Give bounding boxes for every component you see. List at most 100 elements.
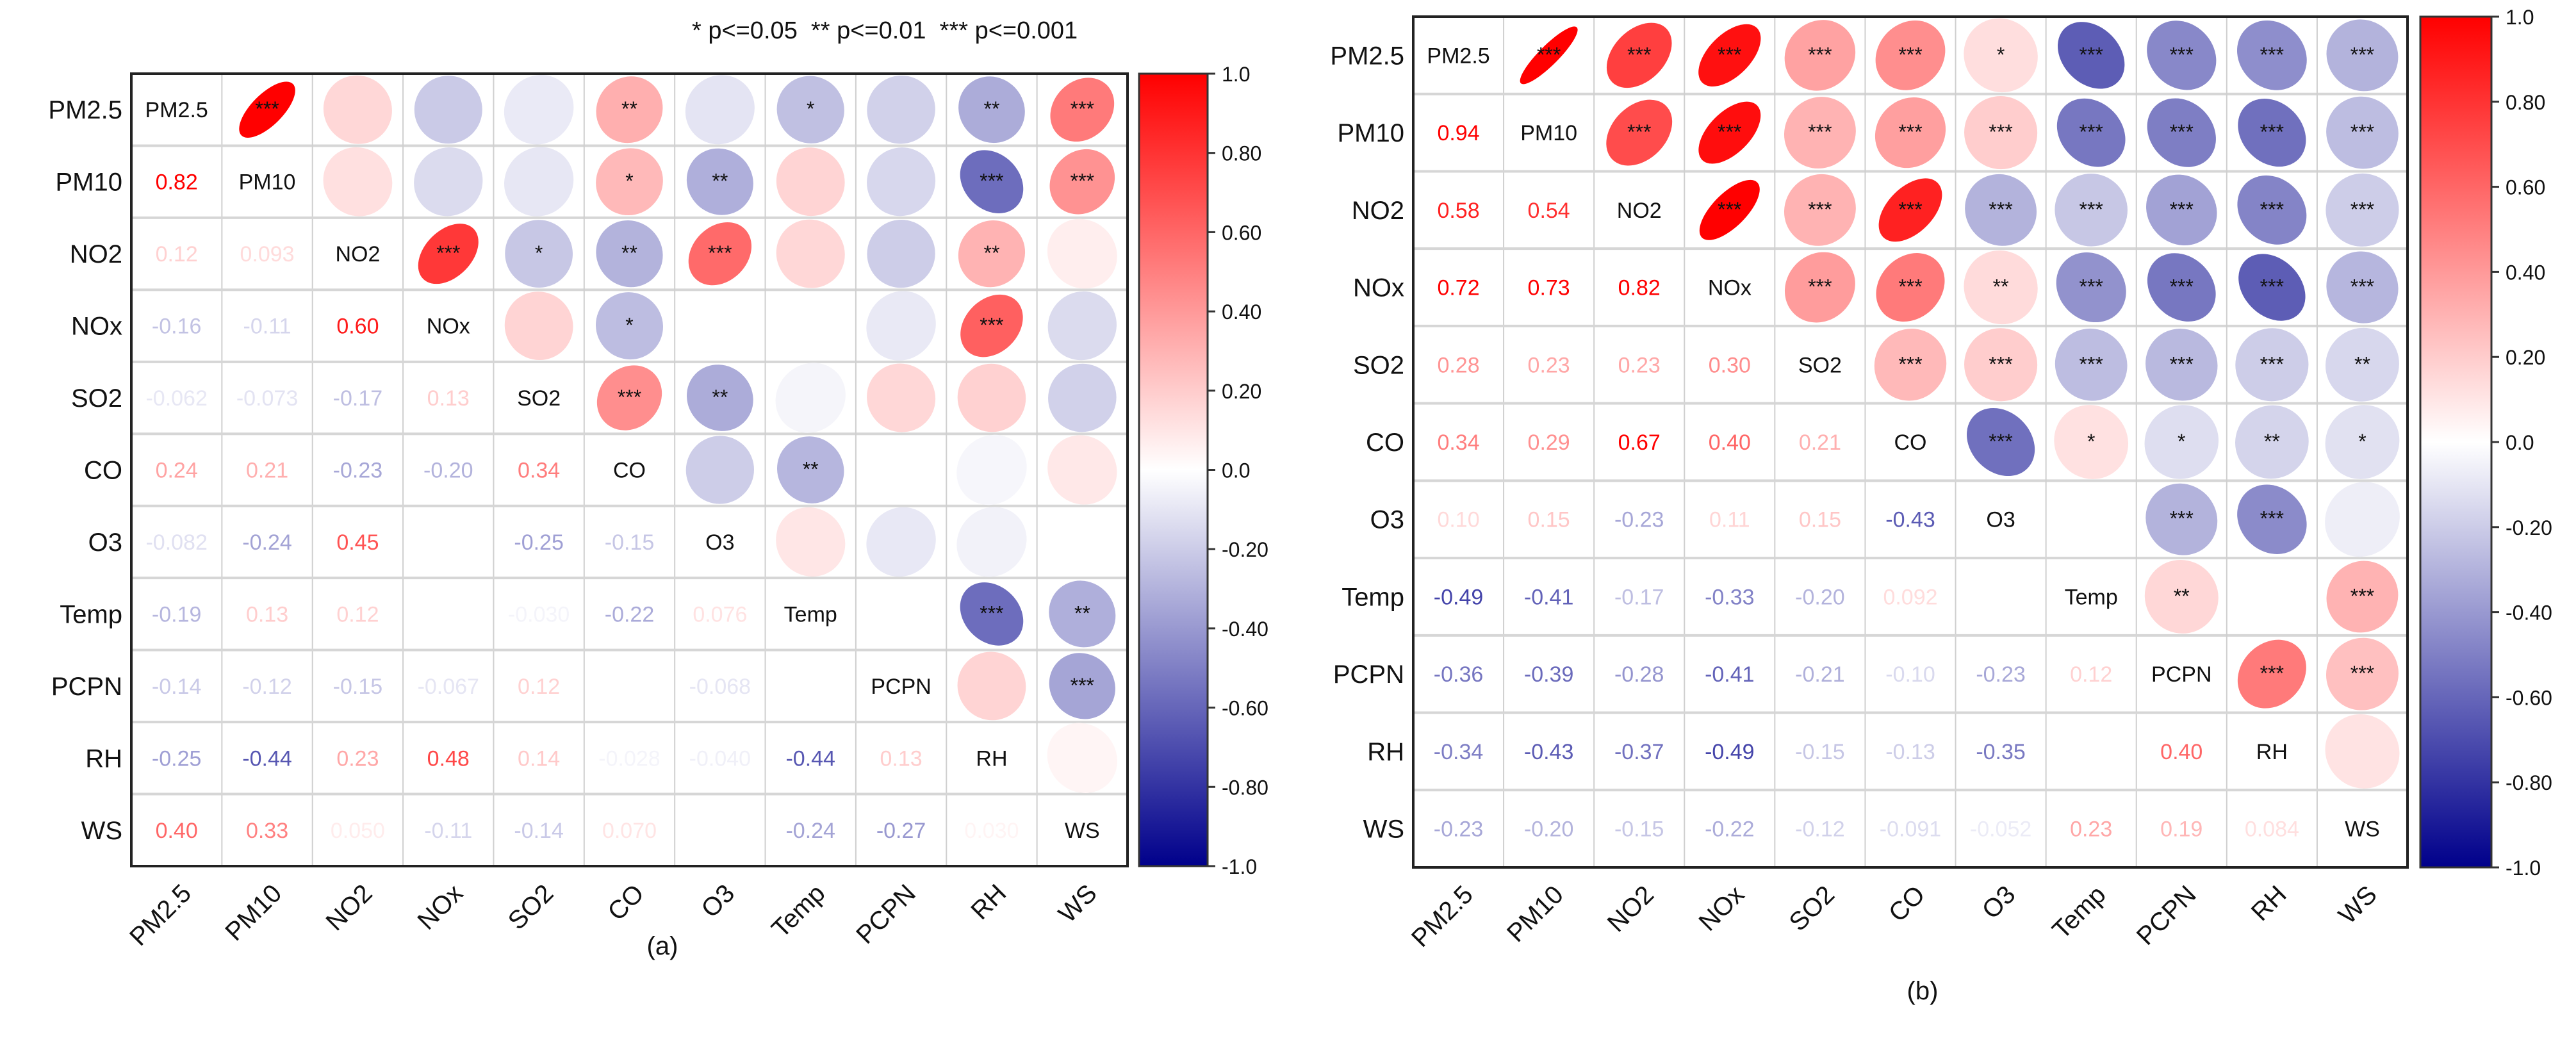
significance-stars: **: [1993, 275, 2009, 299]
colorbar-tick-label: -0.20: [1222, 538, 1268, 561]
significance-stars: ***: [1898, 43, 1922, 66]
correlation-value: -0.35: [1976, 740, 2026, 764]
correlation-value: 0.14: [518, 746, 560, 771]
correlation-ellipse: [687, 293, 753, 359]
correlation-ellipse: [596, 220, 663, 288]
correlation-ellipse: [957, 363, 1026, 432]
correlation-value: 0.13: [880, 746, 922, 771]
correlation-ellipse: [685, 75, 755, 145]
correlation-ellipse: [2054, 405, 2129, 479]
correlation-value: -0.15: [333, 675, 383, 699]
correlation-ellipse: [685, 436, 755, 504]
diagonal-label: SO2: [517, 386, 561, 411]
correlation-value: -0.13: [1885, 740, 1935, 764]
correlation-value: -0.22: [605, 602, 655, 627]
correlation-ellipse: [776, 507, 846, 577]
row-label: CO: [1366, 429, 1404, 457]
row-label: Temp: [1341, 583, 1404, 611]
correlation-value: 0.40: [2160, 740, 2203, 764]
significance-stars: ***: [1989, 430, 2012, 453]
correlation-ellipse: [1049, 580, 1116, 648]
correlation-value: -0.12: [242, 675, 292, 699]
correlation-value: -0.36: [1434, 662, 1484, 687]
correlation-value: 0.12: [156, 242, 198, 266]
correlation-value: 0.076: [693, 602, 747, 627]
significance-stars: ***: [1071, 97, 1094, 120]
column-label: PM10: [1502, 880, 1569, 947]
significance-stars: ***: [2350, 120, 2374, 143]
correlation-ellipse: [1964, 96, 2038, 170]
correlation-ellipse: [1964, 18, 2038, 93]
diagonal-label: RH: [2256, 740, 2288, 764]
significance-stars: ***: [1627, 43, 1651, 66]
correlation-value: 0.19: [2160, 817, 2203, 842]
column-label: Temp: [2047, 880, 2111, 944]
correlation-ellipse: [957, 652, 1026, 721]
significance-stars: **: [621, 242, 637, 265]
correlation-ellipse: [2238, 254, 2306, 321]
correlation-value: -0.14: [514, 819, 564, 843]
correlation-value: 0.34: [1437, 430, 1479, 455]
significance-stars: ***: [2260, 507, 2284, 530]
correlation-value: 0.23: [1618, 353, 1661, 377]
significance-stars: ***: [2170, 198, 2194, 221]
significance-stars: ***: [2350, 662, 2374, 685]
significance-stars: ***: [1808, 275, 1832, 299]
correlation-ellipse: [505, 220, 573, 288]
correlation-value: -0.17: [1614, 585, 1664, 609]
correlation-ellipse: [418, 224, 479, 284]
significance-stars: ***: [2080, 43, 2103, 66]
significance-stars: ***: [1808, 198, 1832, 221]
correlation-value: -0.15: [1795, 740, 1845, 764]
row-label: NO2: [1352, 197, 1404, 225]
row-label: Temp: [60, 600, 122, 628]
correlation-value: 0.070: [602, 819, 657, 843]
significance-stars: **: [803, 458, 819, 481]
colorbar-tick-label: -0.40: [1222, 618, 1268, 641]
correlation-ellipse: [414, 76, 482, 144]
correlation-value: -0.43: [1524, 740, 1574, 764]
correlation-value: 0.28: [1437, 353, 1479, 377]
colorbar-tick-label: -1.0: [1222, 855, 1257, 878]
column-label: PCPN: [2131, 880, 2202, 951]
correlation-value: 0.093: [240, 242, 294, 266]
column-label: O3: [696, 879, 740, 923]
correlation-ellipse: [1049, 149, 1115, 215]
significance-stars: ***: [1071, 170, 1094, 193]
correlation-ellipse: [868, 581, 934, 647]
correlation-value: 0.72: [1437, 276, 1479, 300]
colorbar-tick-label: 0.60: [2506, 176, 2545, 199]
significance-stars: **: [712, 386, 728, 409]
correlation-ellipse: [868, 437, 934, 503]
correlation-value: -0.49: [1705, 740, 1755, 764]
correlation-value: -0.040: [689, 746, 751, 771]
correlation-value: 0.23: [336, 746, 379, 771]
correlation-value: -0.23: [1614, 508, 1664, 532]
correlation-ellipse: [596, 292, 663, 360]
column-label: CO: [602, 879, 650, 926]
correlation-ellipse: [2055, 328, 2128, 401]
correlation-ellipse: [778, 293, 844, 359]
colorbar-tick-label: -0.20: [2506, 516, 2552, 539]
significance-stars: ***: [1071, 674, 1094, 697]
correlation-value: -0.073: [236, 386, 298, 411]
correlation-ellipse: [867, 363, 936, 432]
row-label: NOx: [71, 313, 122, 341]
correlation-ellipse: [1964, 250, 2038, 325]
significance-stars: **: [984, 97, 1000, 120]
correlation-ellipse: [1964, 328, 2038, 402]
correlation-ellipse: [414, 147, 483, 217]
correlation-ellipse: [2326, 637, 2399, 710]
matrix-border: [130, 72, 1129, 867]
significance-legend: * p<=0.05 ** p<=0.01 *** p<=0.001: [692, 17, 1078, 44]
diagonal-label: Temp: [784, 602, 837, 627]
correlation-value: -0.20: [423, 459, 473, 483]
correlation-value: -0.12: [1795, 817, 1845, 842]
correlation-ellipse: [323, 75, 392, 144]
correlation-ellipse: [2147, 98, 2216, 167]
correlation-ellipse: [1047, 435, 1117, 505]
correlation-value: -0.16: [152, 315, 202, 339]
correlation-value: 0.12: [2070, 662, 2112, 687]
row-label: PCPN: [1333, 660, 1404, 689]
correlation-value: -0.20: [1795, 585, 1845, 609]
